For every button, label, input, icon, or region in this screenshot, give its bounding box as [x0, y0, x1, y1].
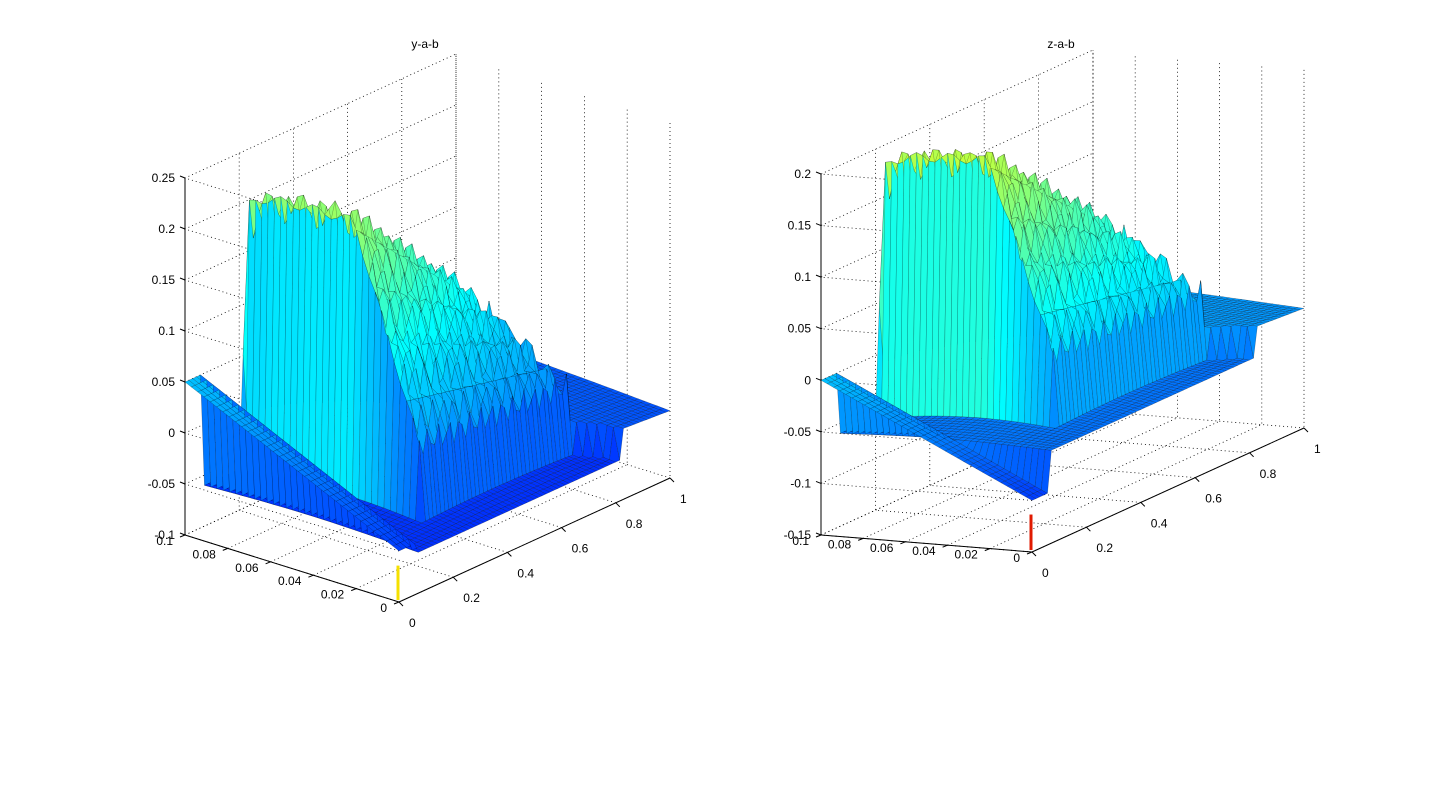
surface-plot-z-a-b: z-a-b 0 0.2 0.4 0.6 0.8 1 0 0.02 0.04 0.06 0.08 0.1… — [784, 37, 1321, 580]
z-tick-label: 0.2 — [158, 222, 175, 236]
x-tick-label: 1 — [680, 492, 687, 506]
y-tick-label: 0.1 — [792, 534, 809, 548]
y-tick-label: 0.08 — [828, 537, 852, 551]
x-tick-label: 0.4 — [1151, 516, 1168, 530]
x-tick-label: 1 — [1314, 442, 1321, 456]
z-tick-label: 0.2 — [794, 167, 811, 181]
y-tick-label: 0.06 — [870, 541, 894, 555]
z-tick-label: -0.1 — [790, 476, 811, 490]
z-tick-label: -0.05 — [148, 477, 176, 491]
surface-plot-y-a-b: y-a-b 0 0.2 0.4 0.6 0.8 1 0 0.02 0.04 0.06 0.08 0.1… — [148, 37, 687, 630]
y-tick-label: 0.04 — [278, 574, 302, 588]
x-tick-label: 0 — [409, 616, 416, 630]
plot-title: z-a-b — [1047, 37, 1075, 51]
tick-labels: 00.20.40.60.8100.020.040.060.080.1-0.15-… — [784, 167, 1321, 580]
surface-mesh — [184, 192, 671, 600]
plot-title: y-a-b — [411, 37, 439, 51]
z-tick-label: -0.05 — [784, 425, 812, 439]
surface-mesh — [820, 148, 1305, 550]
z-tick-label: 0.15 — [152, 273, 176, 287]
x-tick-label: 0 — [1042, 566, 1049, 580]
y-tick-label: 0 — [380, 601, 387, 615]
x-tick-label: 0.8 — [626, 517, 643, 531]
x-tick-label: 0.8 — [1260, 467, 1277, 481]
y-tick-label: 0.02 — [321, 588, 345, 602]
z-tick-label: 0 — [804, 373, 811, 387]
y-tick-label: 0 — [1013, 551, 1020, 565]
z-tick-label: -0.15 — [784, 528, 812, 542]
z-tick-label: 0.05 — [152, 375, 176, 389]
z-tick-label: 0 — [168, 426, 175, 440]
y-tick-label: 0.08 — [192, 547, 216, 561]
y-tick-label: 0.06 — [235, 561, 259, 575]
z-tick-label: 0.1 — [158, 324, 175, 338]
z-tick-label: -0.1 — [154, 528, 175, 542]
z-tick-label: 0.15 — [788, 219, 812, 233]
z-tick-label: 0.25 — [152, 171, 176, 185]
z-tick-label: 0.05 — [788, 322, 812, 336]
y-tick-label: 0.02 — [954, 548, 978, 562]
x-tick-label: 0.6 — [1205, 492, 1222, 506]
z-tick-label: 0.1 — [794, 270, 811, 284]
y-tick-label: 0.04 — [912, 544, 936, 558]
x-tick-label: 0.2 — [1096, 541, 1113, 555]
y-tick-label: 0.1 — [156, 534, 173, 548]
x-tick-label: 0.4 — [517, 566, 534, 580]
x-tick-label: 0.6 — [572, 542, 589, 556]
x-tick-label: 0.2 — [463, 591, 480, 605]
tick-labels: 00.20.40.60.8100.020.040.060.080.1-0.1-0… — [148, 171, 687, 630]
